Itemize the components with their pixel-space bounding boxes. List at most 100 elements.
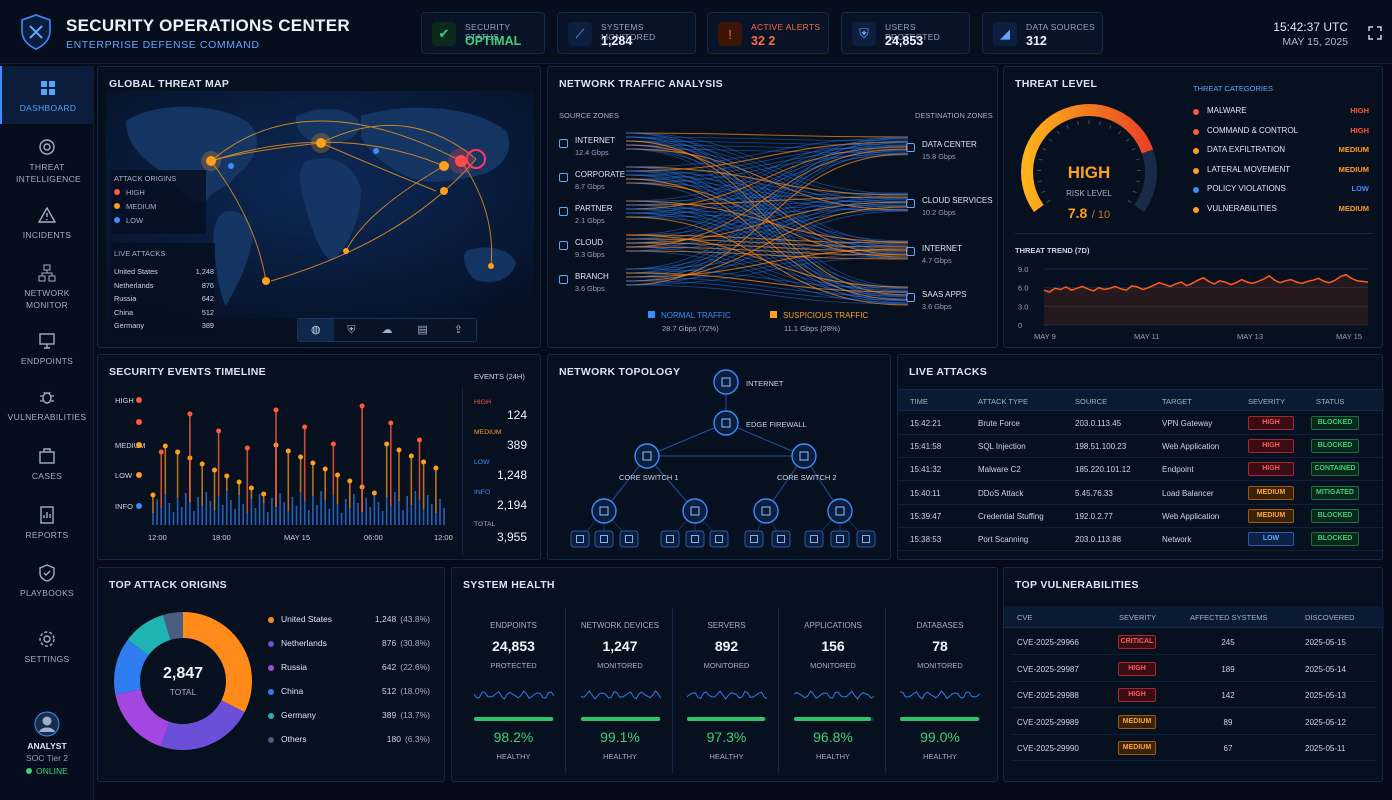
cloud-icon[interactable]: ☁ <box>381 324 393 336</box>
flow-line <box>626 276 908 297</box>
y-level-label: LOW <box>115 471 133 480</box>
stat-users-protected[interactable]: ⛨ USERS PROTECTED 24,853 <box>841 12 970 54</box>
health-value: 892 <box>714 638 739 654</box>
table-row[interactable]: CVE-2025-29988 HIGH 142 2025-05-13 <box>1012 682 1376 708</box>
severity-badge: HIGH <box>1248 416 1294 430</box>
endpoint-node <box>744 530 764 548</box>
threat-category-0[interactable]: MALWARE HIGH <box>1193 106 1373 120</box>
sidebar-item-reports[interactable]: REPORTS <box>0 506 94 541</box>
user-name: ANALYST <box>27 741 67 751</box>
sidebar-item-label: INCIDENTS <box>22 230 72 240</box>
table-row[interactable]: 15:42:21 Brute Force 203.0.113.45 VPN Gatew… <box>898 412 1384 435</box>
destination-zone-1[interactable]: CLOUD SERVICES 10.2 Gbps <box>906 195 996 223</box>
source-zone-2[interactable]: PARTNER 2.1 Gbps <box>559 203 629 231</box>
health-column[interactable]: DATABASES 78 MONITORED 99.0% HEALTHY <box>888 608 992 773</box>
category-severity: HIGH <box>1350 106 1369 115</box>
category-name: DATA EXFILTRATION <box>1207 145 1286 154</box>
top-header: SECURITY OPERATIONS CENTER ENTERPRISE DE… <box>0 0 1392 64</box>
sidebar-item-endpoints[interactable]: ENDPOINTS <box>0 332 94 367</box>
topology-diagram[interactable] <box>548 355 892 561</box>
world-map[interactable] <box>106 91 534 319</box>
source-zones-label: SOURCE ZONES <box>559 111 620 120</box>
threat-category-4[interactable]: POLICY VIOLATIONS LOW <box>1193 184 1373 198</box>
table-row[interactable]: CVE-2025-29987 HIGH 189 2025-05-14 <box>1012 656 1376 682</box>
sidebar-item-label: CASES <box>31 471 63 481</box>
stat-systems-monitored[interactable]: ⟋ SYSTEMS MONITORED 1,284 <box>557 12 696 54</box>
destination-zone-3[interactable]: SAAS APPS 3.6 Gbps <box>906 289 996 317</box>
table-row[interactable]: 15:41:32 Malware C2 185.220.101.12 Endpoint… <box>898 458 1384 482</box>
health-column[interactable]: NETWORK DEVICES 1,247 MONITORED 99.1% HEALTH… <box>569 608 673 773</box>
threat-category-1[interactable]: COMMAND & CONTROL HIGH <box>1193 126 1373 140</box>
sidebar-item-network-monitor[interactable]: NETWORK MONITOR <box>16 264 78 311</box>
sidebar-item-playbooks[interactable]: PLAYBOOKS <box>0 564 94 599</box>
column-header: STATUS <box>1316 397 1345 406</box>
stat-active-alerts[interactable]: ! ACTIVE ALERTS 32 2 <box>707 12 829 54</box>
zone-name: BRANCH <box>575 272 609 281</box>
y-tick-label: 6.0 <box>1018 284 1028 293</box>
shield-filter-icon[interactable]: ⛨ <box>347 324 356 336</box>
stat-data-sources[interactable]: ◢ DATA SOURCES 312 <box>982 12 1103 54</box>
health-column[interactable]: ENDPOINTS 24,853 PROTECTED 98.2% HEALTHY <box>462 608 566 773</box>
flow-line <box>626 140 908 146</box>
legend-item[interactable]: China 512 (18.0%) <box>268 686 430 700</box>
sidebar-item-settings[interactable]: SETTINGS <box>0 630 94 665</box>
destination-zone-2[interactable]: INTERNET 4.7 Gbps <box>906 243 996 271</box>
security-events-panel: SECURITY EVENTS TIMELINE HIGH MEDIUM LOW IN… <box>97 354 541 560</box>
legend-pct: (43.8%) <box>400 614 430 624</box>
flow-line <box>626 136 908 142</box>
upload-icon[interactable]: ⇪ <box>453 324 463 336</box>
health-column[interactable]: APPLICATIONS 156 MONITORED 96.8% HEALTHY <box>782 608 886 773</box>
threat-category-3[interactable]: LATERAL MOVEMENT MEDIUM <box>1193 165 1373 179</box>
gauge-tick <box>1037 180 1042 183</box>
destination-zone-0[interactable]: DATA CENTER 15.8 Gbps <box>906 139 996 167</box>
y-level-label: INFO <box>115 502 133 511</box>
table-row[interactable]: CVE-2025-29966 CRITICAL 245 2025-05-15 <box>1012 629 1376 655</box>
legend-item[interactable]: United States 1,248 (43.8%) <box>268 614 430 628</box>
sidebar-item-cases[interactable]: CASES <box>0 447 94 482</box>
stat-security-status[interactable]: ✔ SECURITY STATUS OPTIMAL <box>421 12 545 54</box>
table-row[interactable]: 15:40:11 DDoS Attack 5.45.76.33 Load Balanc… <box>898 482 1384 505</box>
legend-item[interactable]: Netherlands 876 (30.8%) <box>268 638 430 652</box>
event-point <box>261 491 267 497</box>
sidebar-item-threat-intelligence[interactable]: THREAT INTELLIGENCE <box>16 138 81 185</box>
table-row[interactable]: CVE-2025-29989 MEDIUM 89 2025-05-12 <box>1012 709 1376 735</box>
legend-item[interactable]: Others 180 (6.3%) <box>268 734 430 748</box>
flow-line <box>626 132 908 195</box>
globe-icon[interactable]: ◍ <box>298 319 334 341</box>
server-icon[interactable]: ▤ <box>417 324 428 336</box>
topology-node <box>634 443 660 469</box>
count-label: LOW <box>474 459 490 466</box>
cell-type: DDoS Attack <box>978 488 1024 498</box>
table-row[interactable]: 15:38:53 Port Scanning 203.0.113.88 Network… <box>898 528 1384 551</box>
source-zone-4[interactable]: BRANCH 3.6 Gbps <box>559 271 629 299</box>
gauge-fill <box>1021 104 1154 212</box>
threat-category-5[interactable]: VULNERABILITIES MEDIUM <box>1193 204 1373 218</box>
endpoint-icon <box>836 535 844 543</box>
zone-name: DATA CENTER <box>922 140 977 149</box>
flow-line <box>626 284 908 305</box>
legend-item[interactable]: Germany 389 (13.7%) <box>268 710 430 724</box>
sidebar-item-vulnerabilities[interactable]: VULNERABILITIES <box>0 388 94 423</box>
source-zone-3[interactable]: CLOUD 9.3 Gbps <box>559 237 629 265</box>
endpoint-icon <box>862 535 870 543</box>
table-row[interactable]: 15:39:47 Credential Stuffing 192.0.2.77 Web… <box>898 505 1384 528</box>
health-column[interactable]: SERVERS 892 MONITORED 97.3% HEALTHY <box>675 608 779 773</box>
count-label: TOTAL <box>474 521 496 528</box>
panel-title: NETWORK TOPOLOGY <box>559 366 681 378</box>
fullscreen-icon[interactable] <box>1368 26 1382 40</box>
sidebar-item-incidents[interactable]: INCIDENTS <box>0 206 94 241</box>
legend-count: 876 <box>382 638 397 648</box>
legend-label: Netherlands <box>281 638 327 648</box>
threat-category-2[interactable]: DATA EXFILTRATION MEDIUM <box>1193 145 1373 159</box>
source-zone-0[interactable]: INTERNET 12.4 Gbps <box>559 135 629 163</box>
user-profile[interactable]: ANALYST SOC Tier 2 ONLINE <box>0 711 94 776</box>
health-sub: MONITORED <box>917 661 963 670</box>
table-row[interactable]: 15:41:58 SQL Injection 198.51.100.23 Web Ap… <box>898 435 1384 459</box>
table-row[interactable]: CVE-2025-29990 MEDIUM 67 2025-05-11 <box>1012 735 1376 761</box>
legend-value: 1,248 (43.8%) <box>375 614 430 624</box>
legend-item[interactable]: Russia 642 (22.6%) <box>268 662 430 676</box>
source-zone-1[interactable]: CORPORATE 8.7 Gbps <box>559 169 629 197</box>
monitor-icon <box>39 333 55 349</box>
level-dot <box>136 503 142 509</box>
sidebar-item-dashboard[interactable]: DASHBOARD <box>0 66 94 124</box>
